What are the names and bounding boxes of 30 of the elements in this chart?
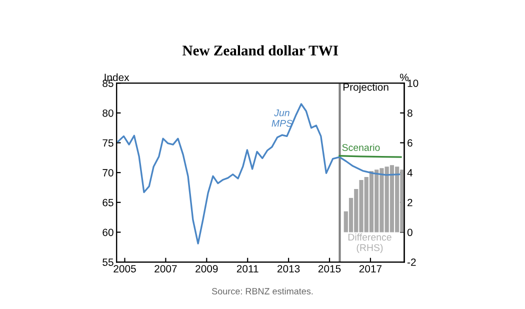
x-tick-label: 2009 xyxy=(196,265,218,272)
y2-axis-title: % xyxy=(400,74,409,82)
annotation: Jun MPS xyxy=(272,109,292,127)
y2-tick-label: 10 xyxy=(408,80,418,87)
x-tick-label: 2007 xyxy=(154,265,177,272)
y2-tick-label: -2 xyxy=(407,258,416,266)
y-tick-label: 75 xyxy=(102,139,114,147)
y-tick-label: 55 xyxy=(102,258,114,266)
y2-tick-label: 6 xyxy=(408,139,412,147)
ref-line-label: Projection xyxy=(343,83,388,93)
y2-tick-label: 0 xyxy=(407,228,412,236)
chart-title: New Zealand dollar TWI xyxy=(182,45,338,56)
y2-tick-label: 8 xyxy=(407,109,412,117)
y2-tick-label: 4 xyxy=(407,169,413,176)
source-note: Source: RBNZ estimates. xyxy=(212,288,313,294)
y-axis-title: Index xyxy=(104,73,130,82)
x-tick-label: 2013 xyxy=(277,265,300,272)
x-tick-label: 2011 xyxy=(236,265,258,272)
y-tick-label: 60 xyxy=(102,228,114,236)
annotation: Difference (RHS) xyxy=(348,233,392,254)
x-tick-label: 2005 xyxy=(114,265,136,272)
x-tick-label: 2015 xyxy=(318,265,341,272)
y-tick-label: 80 xyxy=(102,109,114,117)
x-tick-label: 2017 xyxy=(359,265,382,272)
y-tick-label: 70 xyxy=(102,169,114,176)
y2-tick-label: 2 xyxy=(408,198,412,206)
line-series xyxy=(117,103,400,244)
y-tick-label: 85 xyxy=(102,80,114,87)
annotation: Scenario xyxy=(342,144,380,151)
y-tick-label: 65 xyxy=(102,198,114,206)
